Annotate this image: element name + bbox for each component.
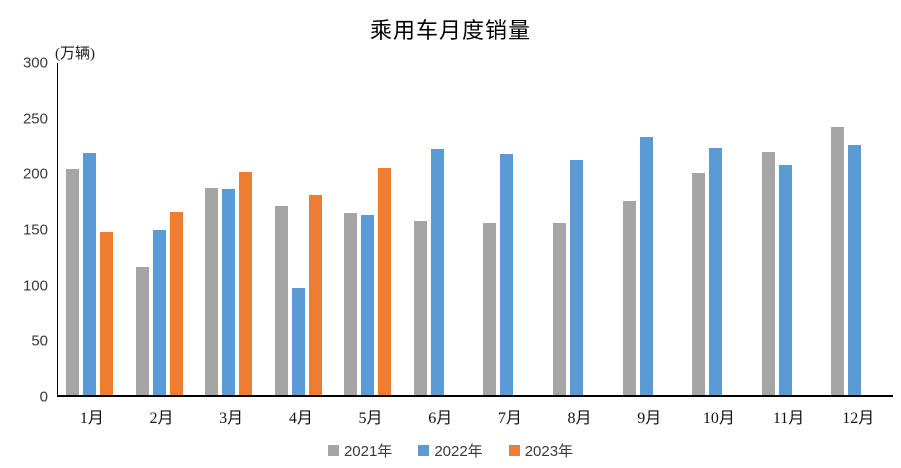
bar-2023年-5月 (378, 168, 392, 395)
bar-2021年-7月 (483, 223, 497, 395)
bar-2022年-7月 (500, 154, 514, 395)
y-axis: 0 50 100 150 200 250 300 (0, 56, 48, 405)
x-tick-label-4月: 4月 (288, 410, 313, 427)
x-axis: 1月 2月 3月 4月 5月 6月 7月 8月 9月 10月 11月 12月 (57, 404, 893, 428)
x-tick-label-5月: 5月 (358, 410, 383, 427)
bar-group-9月 (615, 63, 685, 395)
legend-label: 2023年 (524, 443, 574, 460)
bar-group-12月 (823, 63, 893, 395)
legend: 2021年 2022年 2023年 (0, 440, 901, 461)
bar-group-10月 (684, 63, 754, 395)
bar-2022年-3月 (222, 188, 236, 395)
bar-group-3月 (197, 63, 267, 395)
x-tick-label-9月: 9月 (637, 410, 662, 427)
bar-2021年-1月 (66, 168, 79, 395)
bar-group-6月 (406, 63, 476, 395)
bar-group-1月 (58, 63, 128, 395)
chart-title: 乘用车月度销量 (369, 18, 531, 43)
bar-group-11月 (754, 63, 824, 395)
y-tick-label: 0 (39, 388, 48, 406)
legend-item-2023年: 2023年 (508, 440, 574, 461)
bar-2022年-6月 (430, 149, 444, 395)
bar-2021年-6月 (413, 221, 427, 395)
legend-swatch-icon (327, 445, 339, 456)
bar-2021年-5月 (344, 212, 358, 395)
bar-2021年-11月 (761, 152, 775, 395)
bar-group-5月 (336, 63, 406, 395)
x-tick-label-1月: 1月 (79, 410, 104, 427)
legend-label: 2021年 (343, 443, 393, 460)
x-tick-label-3月: 3月 (219, 410, 244, 427)
x-tick-label-10月: 10月 (702, 410, 735, 427)
legend-item-2022年: 2022年 (418, 440, 483, 461)
y-tick-label: 150 (22, 221, 48, 239)
legend-item-2021年: 2021年 (327, 440, 393, 461)
bar-2021年-3月 (205, 187, 219, 395)
x-tick-label-6月: 6月 (428, 410, 453, 427)
bar-2023年-1月 (100, 232, 113, 395)
bar-2022年-12月 (848, 144, 862, 395)
legend-swatch-icon (418, 445, 430, 456)
bar-2023年-2月 (169, 212, 183, 395)
bar-2021年-2月 (135, 267, 149, 395)
bar-2022年-4月 (291, 288, 305, 395)
x-tick-label-7月: 7月 (497, 410, 522, 427)
bar-group-7月 (475, 63, 545, 395)
bar-2022年-9月 (639, 136, 653, 395)
bar-2022年-1月 (83, 153, 96, 395)
y-tick-label: 50 (31, 332, 48, 350)
bar-2021年-12月 (831, 126, 845, 395)
bar-group-2月 (128, 63, 198, 395)
plot-area (57, 63, 893, 397)
y-tick-label: 100 (22, 277, 48, 295)
bar-2022年-11月 (778, 165, 792, 395)
bar-group-8月 (545, 63, 615, 395)
bar-2022年-5月 (361, 215, 375, 395)
x-tick-label-2月: 2月 (149, 410, 174, 427)
x-tick-label-12月: 12月 (842, 410, 875, 427)
y-axis-unit-label: (万辆) (55, 46, 95, 62)
x-tick-label-8月: 8月 (567, 410, 592, 427)
bar-2021年-8月 (553, 223, 567, 395)
bar-2021年-9月 (622, 201, 636, 395)
bar-2022年-8月 (570, 159, 584, 395)
y-tick-label: 300 (22, 54, 48, 72)
y-tick-label: 250 (22, 110, 48, 128)
legend-label: 2022年 (434, 443, 483, 460)
y-tick-label: 200 (22, 165, 48, 183)
bar-2022年-10月 (709, 148, 723, 395)
bar-2021年-4月 (274, 206, 288, 395)
bar-2021年-10月 (692, 172, 706, 395)
legend-swatch-icon (508, 445, 520, 456)
bar-group-4月 (267, 63, 337, 395)
bar-2023年-3月 (239, 171, 253, 395)
bar-2022年-2月 (152, 230, 166, 395)
bar-2023年-4月 (308, 194, 322, 395)
x-tick-label-11月: 11月 (772, 410, 805, 427)
